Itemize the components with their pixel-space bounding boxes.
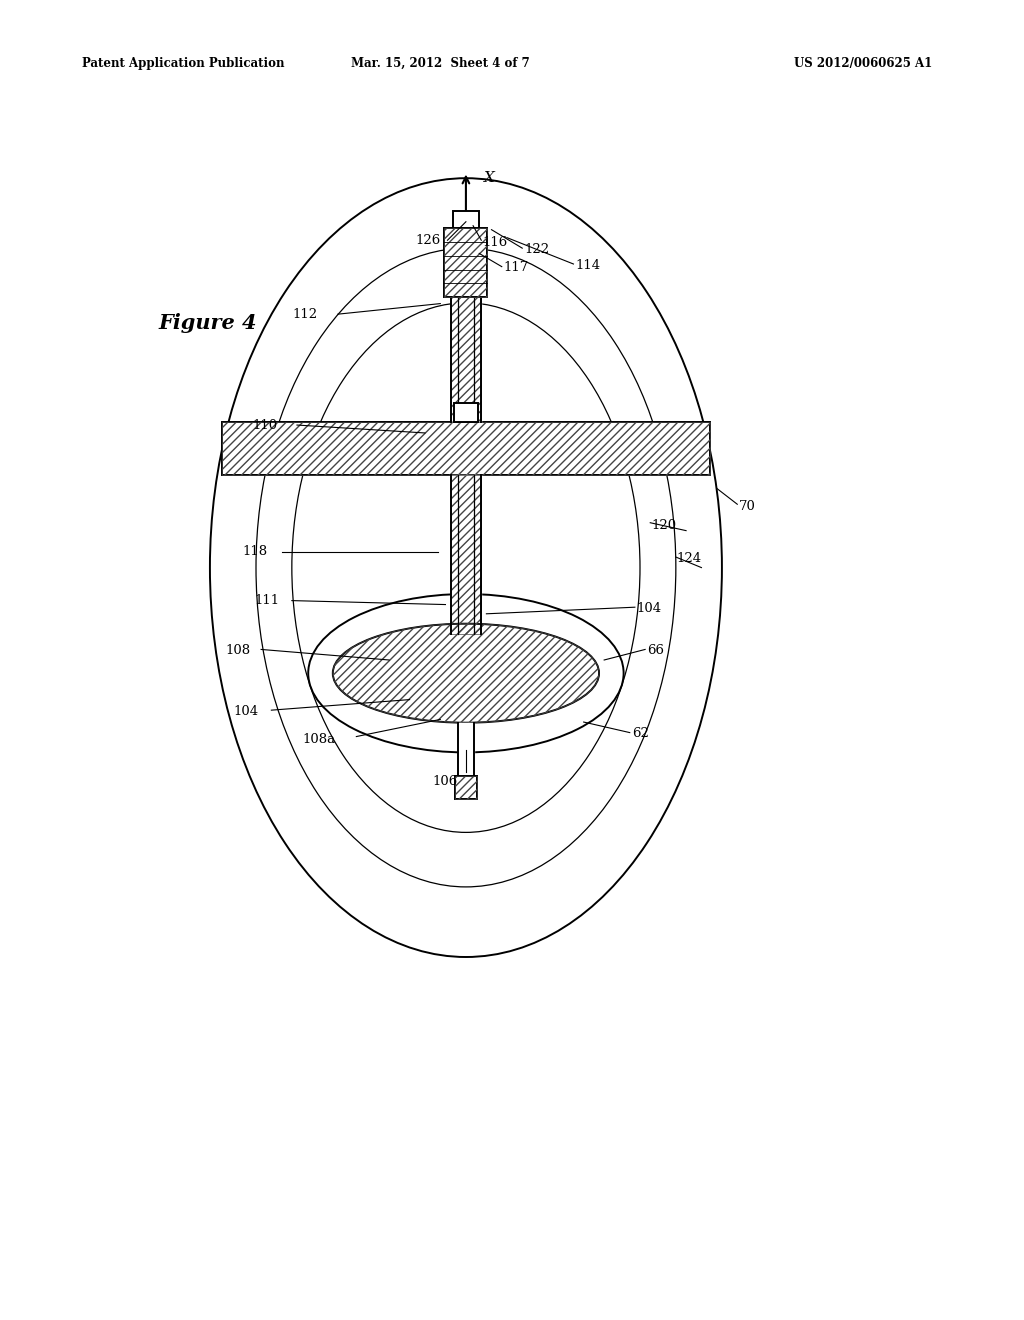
Text: 104: 104 [637, 602, 663, 615]
Bar [455, 776, 477, 799]
Text: 112: 112 [293, 308, 318, 321]
Text: 118: 118 [243, 545, 268, 558]
Text: 116: 116 [482, 236, 508, 249]
Text: 111: 111 [254, 594, 280, 607]
Bar [444, 228, 487, 297]
Text: 126: 126 [416, 234, 441, 247]
Text: Figure 4: Figure 4 [159, 313, 257, 334]
Ellipse shape [333, 623, 599, 723]
Text: 70: 70 [739, 500, 756, 513]
Text: 108: 108 [225, 644, 251, 657]
Text: 106: 106 [433, 775, 458, 788]
Text: 104: 104 [233, 705, 259, 718]
Bar [453, 211, 479, 228]
Bar [451, 297, 481, 422]
Text: 66: 66 [647, 644, 665, 657]
Text: 117: 117 [504, 261, 529, 275]
Text: X: X [484, 172, 496, 185]
Text: Mar. 15, 2012  Sheet 4 of 7: Mar. 15, 2012 Sheet 4 of 7 [351, 57, 529, 70]
Bar [454, 403, 478, 422]
Text: 62: 62 [632, 727, 648, 741]
Text: 108a: 108a [302, 733, 335, 746]
Bar [222, 422, 710, 475]
Bar [444, 228, 487, 297]
Text: 124: 124 [677, 552, 702, 565]
Text: 120: 120 [651, 519, 677, 532]
Text: US 2012/0060625 A1: US 2012/0060625 A1 [794, 57, 932, 70]
Text: 122: 122 [524, 243, 550, 256]
Text: 110: 110 [253, 418, 279, 432]
Bar [455, 776, 477, 799]
Bar [222, 422, 710, 475]
Bar [451, 475, 481, 634]
Text: Patent Application Publication: Patent Application Publication [82, 57, 285, 70]
Text: 114: 114 [575, 259, 601, 272]
